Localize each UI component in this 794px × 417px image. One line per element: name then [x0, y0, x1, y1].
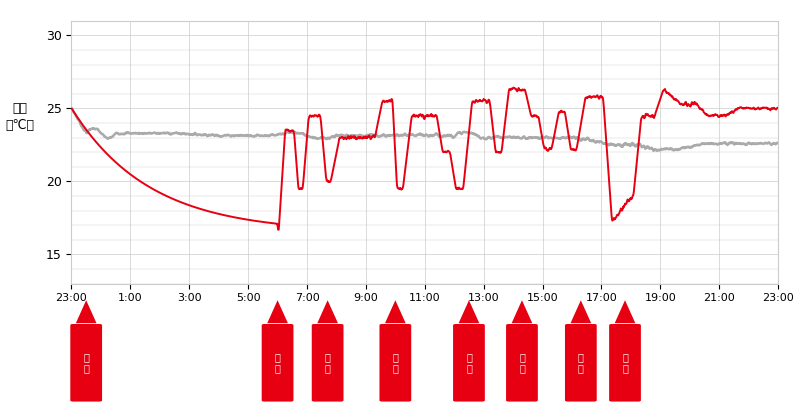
Text: 外
出: 外 出 [275, 352, 280, 373]
Text: 外
出: 外 出 [466, 352, 472, 373]
Text: 温度
（℃）: 温度 （℃） [6, 102, 34, 132]
Text: 外
出: 外 出 [578, 352, 584, 373]
Text: 睡
眠: 睡 眠 [83, 352, 89, 373]
Legend: こまめに入り切り, つけっぱなし: こまめに入り切り, つけっぱなし [300, 416, 549, 417]
Text: 外
出: 外 出 [519, 352, 525, 373]
Text: 外
出: 外 出 [392, 352, 399, 373]
Text: 外
出: 外 出 [325, 352, 330, 373]
Text: 外
出: 外 出 [622, 352, 628, 373]
